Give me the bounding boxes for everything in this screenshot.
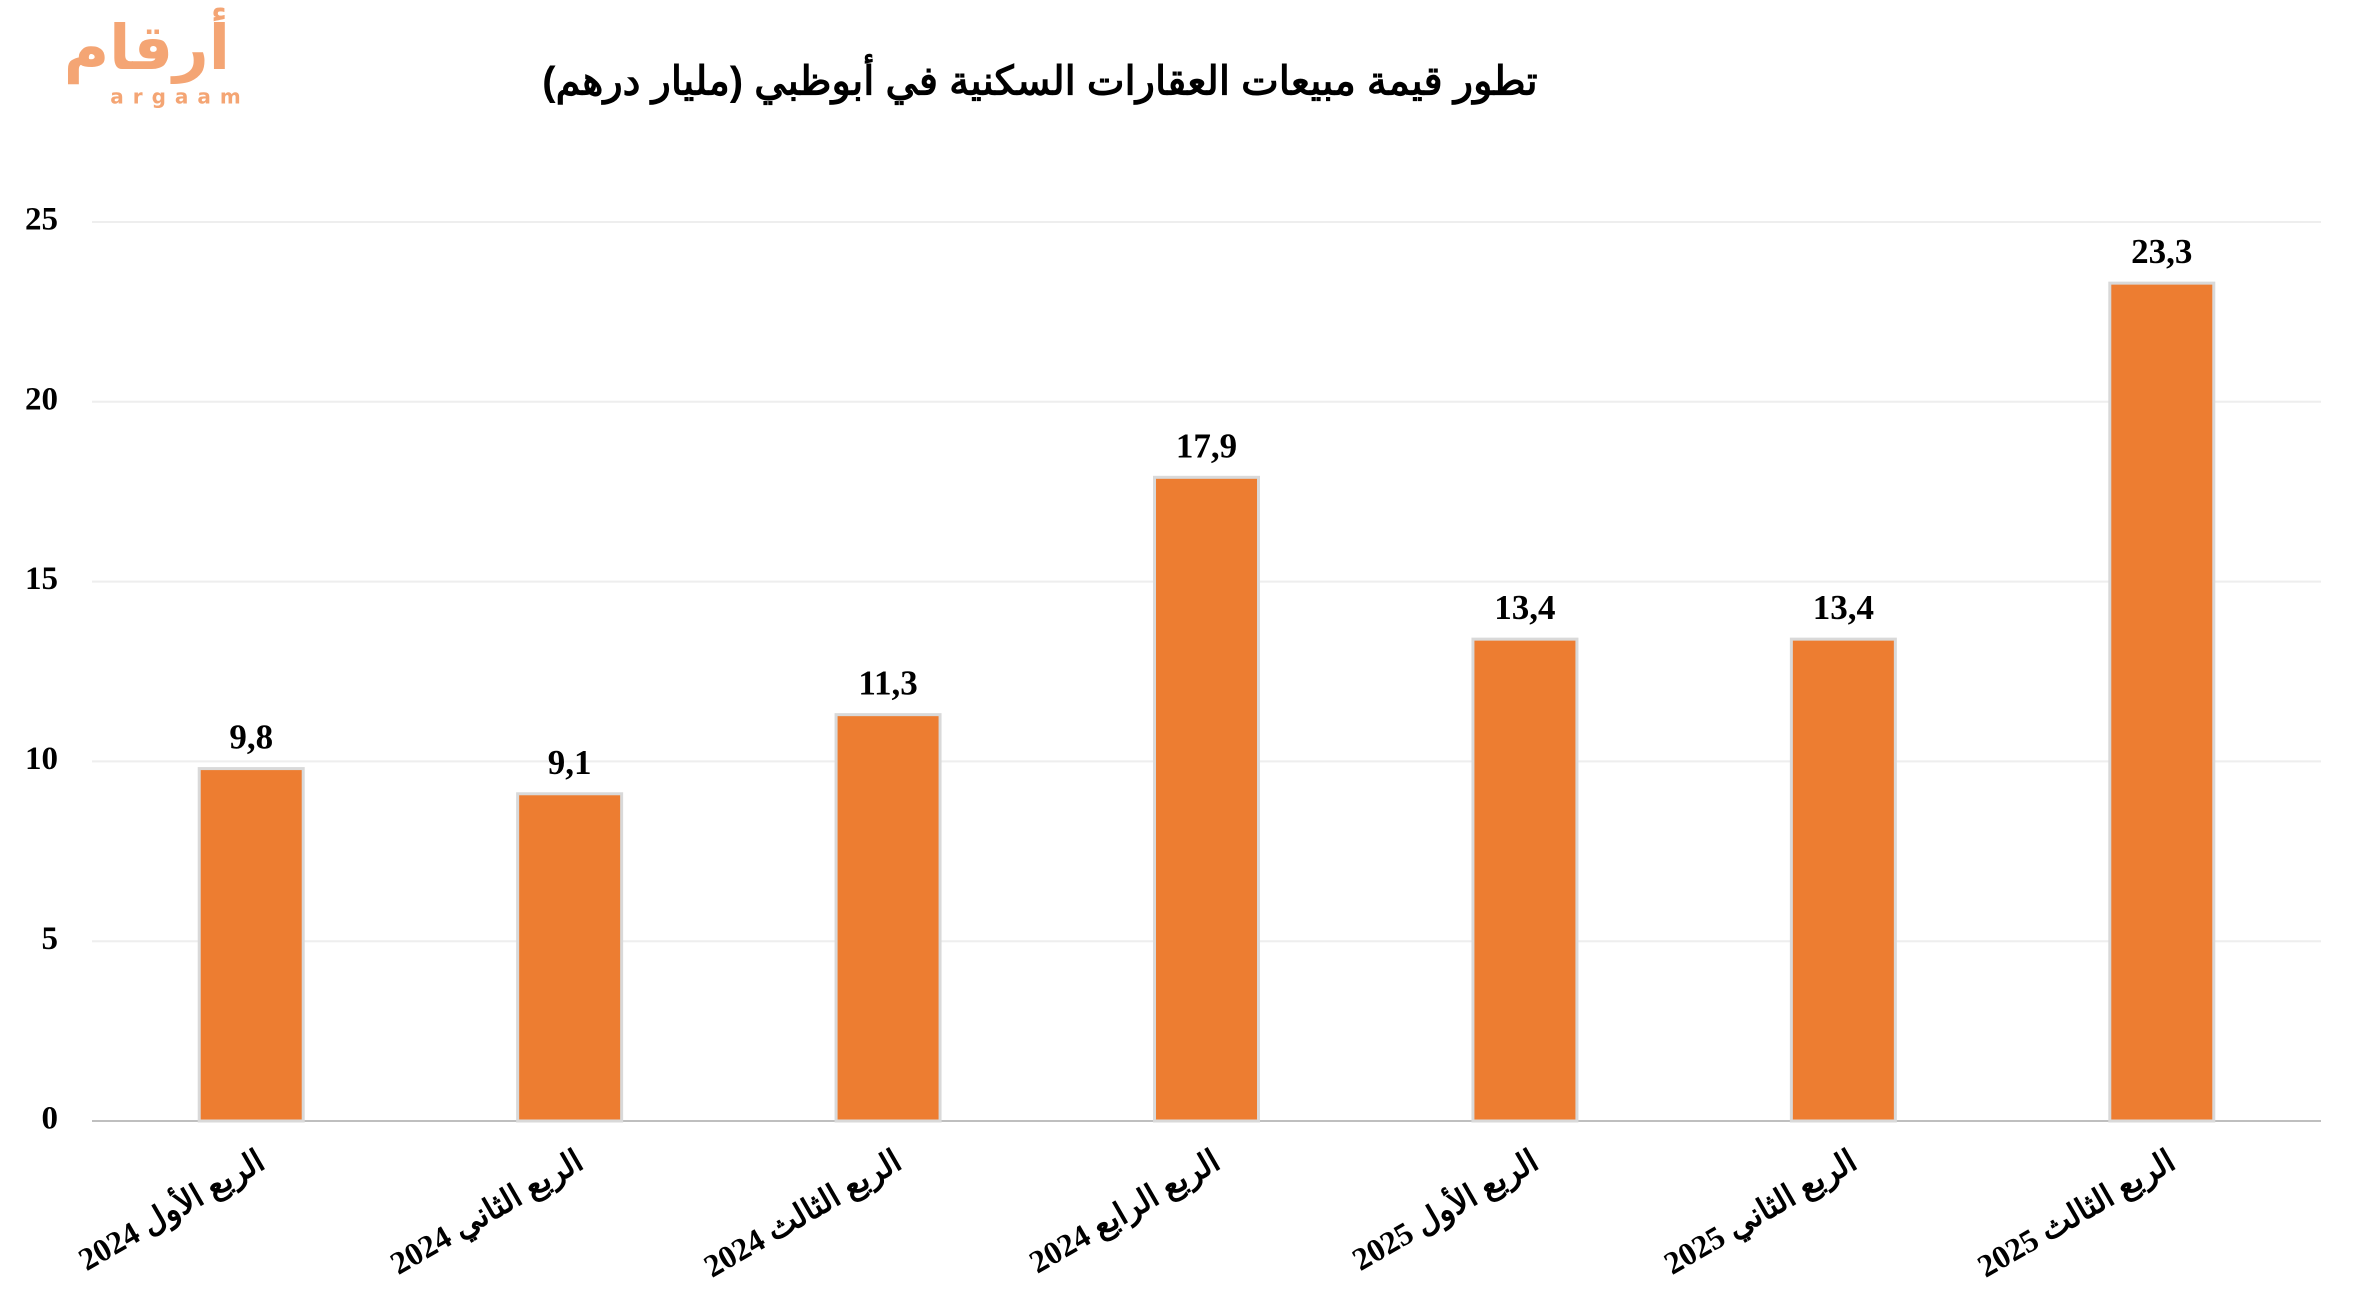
bar (516, 792, 624, 1123)
bar (1471, 637, 1579, 1123)
y-tick-label: 25 (25, 202, 58, 238)
y-tick-label: 10 (25, 741, 58, 777)
y-tick-label: 15 (25, 561, 58, 597)
x-tick-label: الربع الثاني 2024 (384, 1142, 590, 1283)
y-tick-label: 0 (42, 1101, 59, 1137)
bar (1153, 475, 1260, 1123)
x-tick-label: الربع الأول 2025 (1344, 1140, 1545, 1280)
value-label: 17,9 (1176, 426, 1237, 465)
x-tick-label: الربع الثالث 2024 (697, 1142, 908, 1286)
y-tick-label: 20 (25, 381, 58, 417)
value-label: 11,3 (858, 664, 917, 703)
x-tick-label: الربع الرابع 2024 (1023, 1142, 1227, 1282)
bar (197, 767, 305, 1123)
bar (1789, 637, 1897, 1123)
value-label: 9,1 (548, 743, 592, 782)
logo-latin: argaam (110, 85, 250, 109)
value-label: 9,8 (229, 718, 273, 757)
x-tick-label: الربع الثاني 2025 (1658, 1142, 1864, 1283)
chart-title: تطور قيمة مبيعات العقارات السكنية في أبو… (542, 53, 1537, 106)
x-tick-label: الربع الثالث 2025 (1971, 1142, 2182, 1286)
bar (2108, 281, 2216, 1123)
bar (834, 713, 942, 1123)
value-label: 13,4 (1813, 588, 1874, 627)
x-tick-label: الربع الأول 2024 (71, 1140, 272, 1280)
value-label: 23,3 (2131, 232, 2192, 271)
y-tick-label: 5 (42, 921, 59, 957)
value-label: 13,4 (1494, 588, 1555, 627)
logo: أرقام (64, 7, 230, 85)
